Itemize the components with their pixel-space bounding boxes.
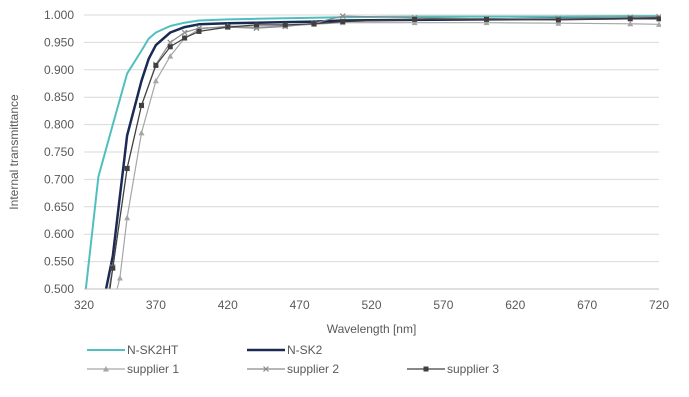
y-tick-label: 0.600	[44, 227, 74, 241]
triangle-marker	[152, 77, 159, 84]
legend-label-supplier-3: supplier 3	[447, 361, 500, 376]
legend-label-supplier-2: supplier 2	[287, 361, 340, 376]
x-tick-label: 620	[505, 298, 525, 312]
triangle-marker	[555, 20, 562, 26]
square-marker	[110, 265, 116, 271]
x-axis-tick-labels: 320 370 420 470 520 570 620 670 720	[74, 298, 669, 312]
y-tick-label: 0.850	[44, 90, 74, 104]
legend-label-n-sk2: N-SK2	[287, 342, 323, 357]
x-marker	[181, 29, 188, 36]
triangle-marker	[483, 19, 490, 26]
series-supplier-3	[106, 16, 661, 302]
triangle-marker	[656, 21, 661, 27]
triangle-marker	[103, 365, 109, 371]
x-marker	[105, 297, 110, 302]
square-marker	[153, 62, 159, 68]
x-marker	[263, 365, 269, 372]
legend: N-SK2HT N-SK2 supplier 1 supplier 2 supp…	[87, 340, 647, 378]
square-marker	[340, 19, 346, 25]
square-marker	[555, 17, 561, 23]
x-axis-label: Wavelength [nm]	[327, 322, 417, 336]
y-tick-label: 0.700	[44, 172, 74, 186]
x-tick-label: 520	[361, 298, 381, 312]
series-line	[116, 22, 660, 289]
triangle-marker	[124, 214, 131, 221]
series-line	[84, 15, 659, 289]
x-marker	[339, 13, 346, 20]
square-marker	[196, 28, 202, 34]
series-supplier-2	[105, 13, 661, 302]
series-line	[109, 18, 659, 289]
square-marker	[311, 21, 317, 27]
square-marker	[167, 44, 173, 50]
legend-row-1: N-SK2HT N-SK2	[87, 340, 647, 359]
triangle-marker	[627, 20, 634, 27]
y-tick-label: 0.750	[44, 145, 74, 159]
square-marker	[124, 165, 130, 171]
legend-item-supplier-1: supplier 1	[87, 362, 247, 376]
legend-swatch-supplier-2	[247, 365, 285, 372]
square-marker	[106, 297, 111, 302]
x-tick-label: 320	[74, 298, 94, 312]
square-marker	[656, 16, 661, 22]
square-marker	[412, 16, 418, 22]
x-tick-label: 670	[577, 298, 597, 312]
square-marker	[627, 16, 633, 22]
legend-swatch-supplier-3	[407, 366, 445, 371]
legend-item-supplier-2: supplier 2	[247, 362, 407, 376]
legend-label-supplier-1: supplier 1	[127, 361, 180, 376]
y-tick-label: 0.800	[44, 118, 74, 132]
triangle-marker	[111, 297, 117, 303]
series-supplier-1	[111, 19, 661, 303]
x-tick-label: 370	[146, 298, 166, 312]
legend-swatch-n-sk2ht	[87, 348, 125, 351]
series-n-sk2ht	[84, 15, 659, 289]
legend-row-2: supplier 1 supplier 2 supplier 3	[87, 359, 647, 378]
square-marker	[139, 102, 144, 108]
series-group	[84, 13, 661, 303]
x-tick-label: 570	[433, 298, 453, 312]
series-n-sk2	[104, 17, 659, 289]
y-axis-label: Internal transmittance	[7, 94, 21, 210]
y-tick-label: 0.550	[44, 255, 74, 269]
x-tick-label: 720	[649, 298, 669, 312]
triangle-marker	[116, 275, 123, 281]
y-tick-label: 0.950	[44, 35, 74, 49]
square-marker	[484, 16, 489, 22]
x-marker	[167, 39, 174, 46]
triangle-marker	[138, 129, 145, 136]
y-tick-label: 0.500	[44, 282, 74, 296]
y-axis-tick-labels: 0.500 0.550 0.600 0.650 0.700 0.750 0.800 0.850…	[44, 8, 74, 296]
y-tick-label: 0.900	[44, 63, 74, 77]
legend-swatch-n-sk2	[247, 348, 285, 351]
legend-swatch-supplier-1	[87, 365, 125, 371]
square-marker	[182, 35, 188, 41]
triangle-marker	[167, 53, 174, 59]
legend-item-supplier-3: supplier 3	[407, 362, 567, 376]
x-tick-label: 470	[290, 298, 310, 312]
y-tick-label: 0.650	[44, 200, 74, 214]
triangle-marker	[411, 19, 418, 26]
legend-label-n-sk2ht: N-SK2HT	[127, 342, 179, 357]
legend-item-n-sk2: N-SK2	[247, 343, 407, 357]
legend-item-n-sk2ht: N-SK2HT	[87, 343, 247, 357]
y-tick-label: 1.000	[44, 8, 74, 22]
square-marker	[423, 366, 429, 371]
grid-lines	[84, 14, 659, 290]
square-marker	[254, 22, 259, 28]
x-tick-label: 420	[218, 298, 238, 312]
series-line	[108, 15, 660, 289]
square-marker	[282, 22, 288, 28]
square-marker	[225, 24, 231, 30]
series-line	[104, 17, 659, 289]
